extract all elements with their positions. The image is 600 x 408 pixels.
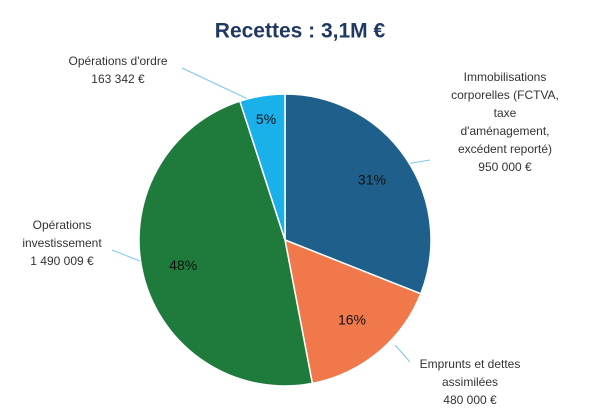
pie-slice [138, 100, 314, 387]
amount-label: 950 000 € [478, 160, 532, 174]
amount-label: 480 000 € [443, 393, 497, 407]
value-label: 16% [338, 312, 366, 328]
leader-line [394, 344, 411, 363]
category-label: corporelles (FCTVA, [451, 88, 559, 102]
category-label: taxe [494, 106, 517, 120]
value-label: 5% [256, 111, 276, 127]
pie-slice [284, 93, 432, 295]
category-label: assimilées [442, 375, 498, 389]
category-label: Immobilisations [464, 70, 547, 84]
leader-line [181, 67, 251, 101]
category-label: d'aménagement, [460, 124, 549, 138]
amount-label: 1 490 009 € [30, 254, 94, 268]
chart-title: Recettes : 3,1M € [215, 20, 386, 43]
category-label: Emprunts et dettes [420, 357, 521, 371]
pie-slice [284, 238, 422, 385]
category-label: investissement [22, 236, 102, 250]
amount-label: 163 342 € [91, 72, 145, 86]
category-label: excédent reporté) [458, 142, 552, 156]
category-label: Opérations d'ordre [68, 54, 167, 68]
value-label: 31% [358, 172, 386, 188]
pie-slice [238, 93, 286, 241]
value-label: 48% [169, 257, 197, 273]
category-label: Opérations [33, 218, 92, 232]
